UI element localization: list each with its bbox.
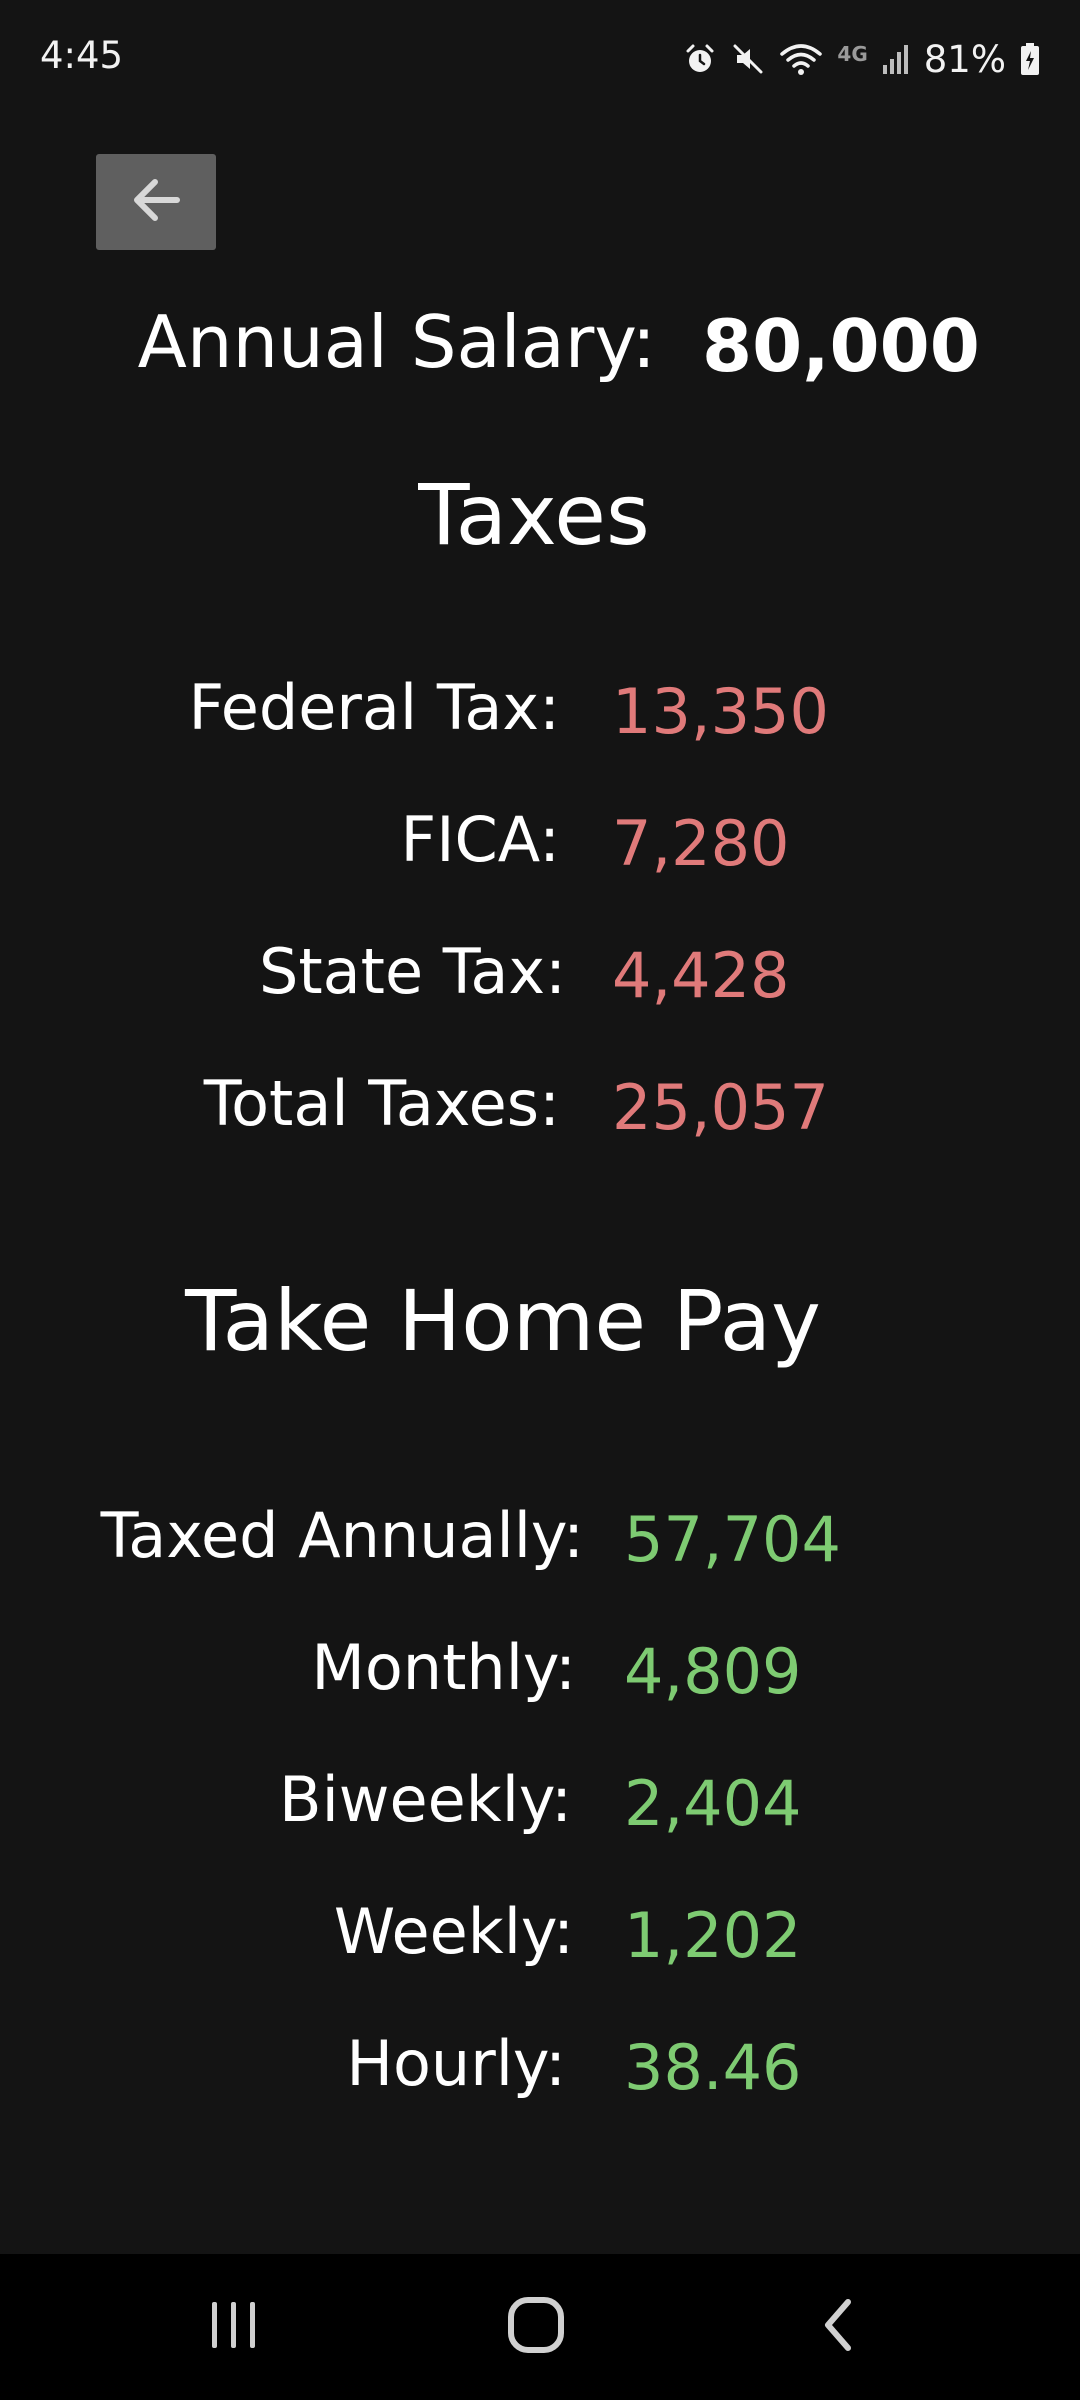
state-tax-label: State Tax: xyxy=(258,935,566,1008)
weekly-value: 1,202 xyxy=(624,1899,802,1972)
status-time: 4:45 xyxy=(40,34,124,77)
federal-tax-value: 13,350 xyxy=(612,675,829,748)
home-icon xyxy=(506,2295,566,2359)
signal-icon xyxy=(882,43,910,75)
hourly-label: Hourly: xyxy=(346,2027,566,2100)
monthly-value: 4,809 xyxy=(624,1635,802,1708)
annual-salary-label: Annual Salary: xyxy=(137,300,656,384)
system-back-button[interactable] xyxy=(758,2254,918,2400)
take-home-pay-heading: Take Home Pay xyxy=(185,1272,821,1370)
battery-percentage: 81% xyxy=(923,37,1006,81)
hourly-value: 38.46 xyxy=(624,2031,802,2104)
status-icons: 4G 81% xyxy=(683,34,1040,84)
recent-apps-button[interactable] xyxy=(154,2254,314,2400)
home-button[interactable] xyxy=(456,2254,616,2400)
navigation-bar xyxy=(0,2254,1080,2400)
biweekly-value: 2,404 xyxy=(624,1767,802,1840)
total-taxes-value: 25,057 xyxy=(612,1071,829,1144)
battery-icon xyxy=(1020,42,1040,76)
wifi-icon xyxy=(779,42,823,76)
alarm-icon xyxy=(683,42,717,76)
taxed-annually-label: Taxed Annually: xyxy=(100,1499,584,1572)
back-button[interactable] xyxy=(96,154,216,250)
federal-tax-label: Federal Tax: xyxy=(188,671,560,744)
recent-apps-icon xyxy=(206,2300,262,2354)
network-type: 4G xyxy=(837,42,868,66)
taxed-annually-value: 57,704 xyxy=(624,1503,841,1576)
taxes-heading: Taxes xyxy=(418,466,650,564)
back-icon xyxy=(818,2298,858,2356)
weekly-label: Weekly: xyxy=(333,1895,574,1968)
fica-label: FICA: xyxy=(400,803,560,876)
total-taxes-label: Total Taxes: xyxy=(203,1067,560,1140)
arrow-left-icon xyxy=(129,175,183,229)
status-bar: 4:45 4G xyxy=(0,0,1080,120)
fica-value: 7,280 xyxy=(612,807,790,880)
monthly-label: Monthly: xyxy=(311,1631,576,1704)
mute-icon xyxy=(731,42,765,76)
biweekly-label: Biweekly: xyxy=(279,1763,572,1836)
annual-salary-value: 80,000 xyxy=(702,304,980,388)
state-tax-value: 4,428 xyxy=(612,939,790,1012)
